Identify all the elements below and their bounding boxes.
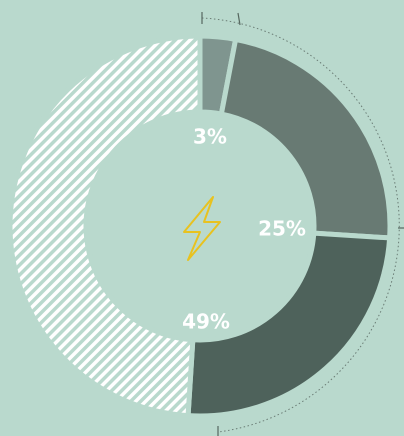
donut-segment [7,33,203,419]
donut-segment [218,36,393,241]
data-label: 49% [182,310,230,334]
data-label: 3% [193,125,227,149]
data-label: 25% [258,217,306,241]
bolt-icon [183,196,221,261]
donut-segment [185,230,393,419]
dotted-guide [201,17,400,433]
guide-tick [237,12,241,26]
